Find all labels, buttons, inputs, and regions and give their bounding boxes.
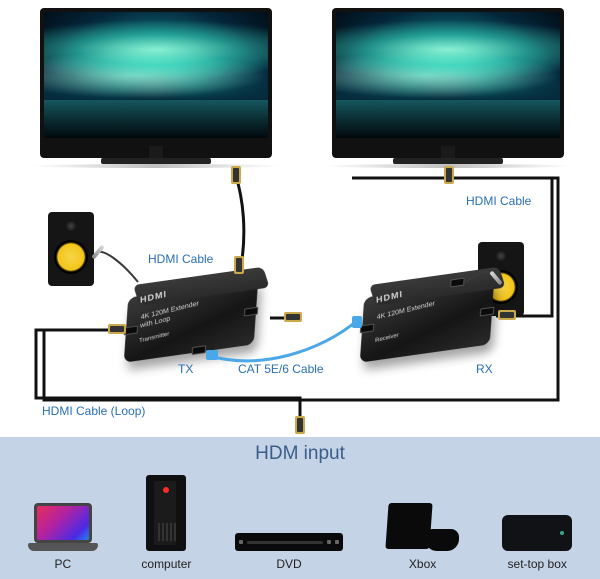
label-cat-cable: CAT 5E/6 Cable	[238, 362, 324, 376]
tv-left	[40, 8, 272, 158]
device-caption: PC	[54, 557, 71, 571]
label-rx: RX	[476, 362, 493, 376]
device-xbox: Xbox	[387, 503, 459, 571]
label-hdmi-cable-right: HDMI Cable	[466, 194, 531, 208]
hdmi-connector-icon	[498, 310, 516, 320]
extender-rx: HDMI 4K 120M Extender Receiver	[360, 279, 495, 362]
speaker-left	[48, 212, 94, 286]
label-hdmi-cable-left: HDMI Cable	[148, 252, 213, 266]
box-port-rj45	[192, 345, 207, 355]
rj45-connector-icon	[206, 350, 218, 360]
speaker-tweeter	[65, 220, 77, 232]
tv-left-shadow	[30, 164, 282, 168]
extender-tx: HDMI 4K 120M Extender with Loop Transmit…	[124, 279, 259, 362]
device-caption: set-top box	[508, 557, 567, 571]
aurora-reflection	[44, 100, 268, 138]
device-caption: computer	[141, 557, 191, 571]
box-line3: Receiver	[375, 333, 399, 346]
xbox-icon	[387, 503, 459, 551]
aurora-reflection	[336, 100, 560, 138]
hdmi-connector-icon	[444, 166, 454, 184]
hdmi-connector-icon	[231, 166, 241, 184]
speaker-tweeter	[495, 250, 507, 262]
device-row: PC computer DVD Xbox	[0, 475, 600, 571]
input-panel: HDM input PC computer DVD	[0, 437, 600, 579]
tv-neck	[441, 146, 455, 158]
hdmi-connector-icon	[295, 416, 305, 434]
device-caption: DVD	[276, 557, 301, 571]
tower-icon	[146, 475, 186, 551]
device-computer: computer	[141, 475, 191, 571]
input-panel-title: HDM input	[255, 443, 345, 465]
tv-screen	[44, 12, 268, 138]
hdmi-connector-icon	[108, 324, 126, 334]
device-caption: Xbox	[409, 557, 436, 571]
tv-bezel	[332, 8, 564, 158]
laptop-icon	[28, 503, 98, 551]
tv-neck	[149, 146, 163, 158]
diagram-stage: HDMI 4K 120M Extender with Loop Transmit…	[0, 0, 600, 579]
dvd-icon	[235, 533, 343, 551]
device-dvd: DVD	[235, 533, 343, 571]
tv-bezel	[40, 8, 272, 158]
settop-icon	[502, 515, 572, 551]
box-port-hdmi-in	[244, 307, 259, 317]
label-tx: TX	[178, 362, 193, 376]
box-line3: Transmitter	[139, 331, 169, 345]
device-pc: PC	[28, 503, 98, 571]
hdmi-connector-icon	[284, 312, 302, 322]
cable-audio-tx	[98, 252, 138, 282]
tv-right	[332, 8, 564, 158]
speaker-woofer	[54, 240, 88, 274]
rj45-connector-icon	[352, 316, 362, 328]
tv-screen	[336, 12, 560, 138]
hdmi-connector-icon	[234, 256, 244, 274]
device-stb: set-top box	[502, 515, 572, 571]
label-hdmi-loop: HDMI Cable (Loop)	[42, 404, 145, 418]
